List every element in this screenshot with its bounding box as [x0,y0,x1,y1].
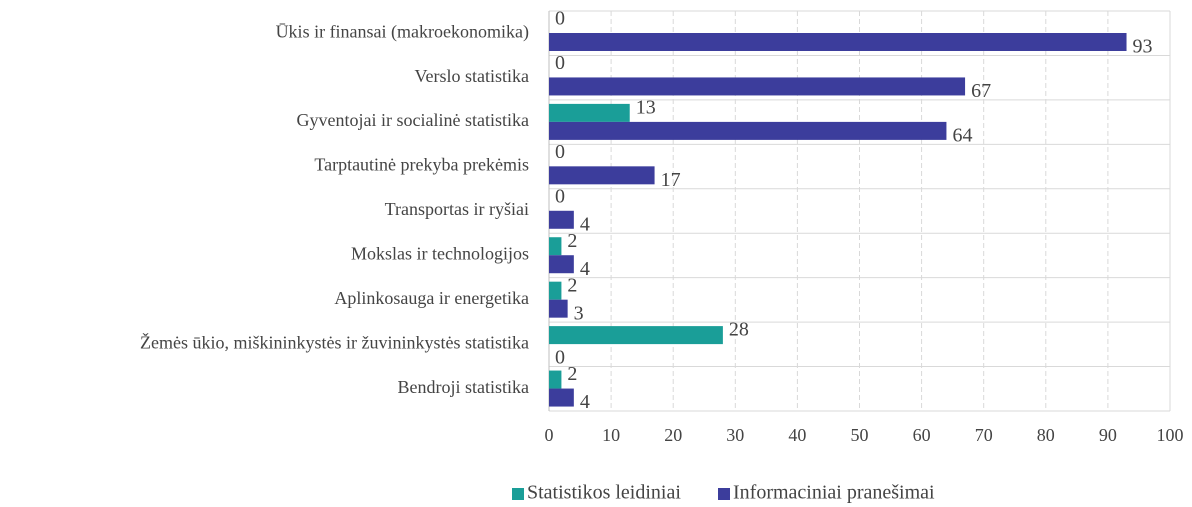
legend-swatch [512,488,524,500]
bar [549,103,630,122]
bar [549,210,574,229]
value-label: 2 [567,274,577,296]
y-tick-label: Bendroji statistika [398,377,529,397]
bar [549,281,562,300]
value-label: 2 [567,230,577,252]
y-tick-label: Mokslas ir technologijos [351,244,529,264]
legend-label: Informaciniai pranešimai [733,482,935,504]
bar [549,121,947,140]
legend-label: Statistikos leidiniai [527,482,681,504]
value-label: 17 [661,169,681,191]
y-tick-label: Ūkis ir finansai (makroekonomika) [276,21,529,42]
bar [549,33,1127,51]
y-tick-label: Transportas ir ryšiai [385,199,529,219]
value-label: 0 [555,8,565,30]
legend-swatch [718,488,730,500]
bar [549,255,574,274]
x-tick-label: 40 [788,425,806,445]
value-label: 4 [580,391,590,413]
x-tick-label: 80 [1037,425,1055,445]
bar [549,237,562,256]
value-label: 13 [636,96,656,118]
bar [549,77,966,96]
bar [549,370,562,389]
value-label: 0 [555,185,565,207]
x-tick-label: 90 [1099,425,1117,445]
x-tick-label: 10 [602,425,620,445]
value-label: 4 [580,213,590,235]
value-label: 93 [1133,36,1153,58]
value-label: 0 [555,347,565,369]
x-tick-label: 100 [1157,425,1184,445]
y-tick-label: Gyventojai ir socialinė statistika [297,110,529,130]
y-tick-label: Aplinkosauga ir energetika [334,288,529,308]
bar [549,299,568,318]
x-tick-label: 70 [975,425,993,445]
y-tick-label: Tarptautinė prekyba prekėmis [314,155,529,175]
bar [549,326,723,345]
value-label: 28 [729,319,749,341]
y-tick-label: Verslo statistika [415,66,530,86]
value-label: 67 [971,80,991,102]
value-label: 64 [952,124,972,146]
x-tick-label: 50 [851,425,869,445]
value-label: 2 [567,363,577,385]
value-label: 3 [574,302,584,324]
x-tick-label: 60 [913,425,931,445]
bar [549,388,574,407]
x-tick-label: 30 [726,425,744,445]
bar [549,166,655,185]
x-tick-label: 20 [664,425,682,445]
value-label: 4 [580,258,590,280]
x-tick-label: 0 [545,425,554,445]
value-label: 0 [555,141,565,163]
y-tick-label: Žemės ūkio, miškininkystės ir žuvininkys… [140,331,529,352]
value-label: 0 [555,52,565,74]
